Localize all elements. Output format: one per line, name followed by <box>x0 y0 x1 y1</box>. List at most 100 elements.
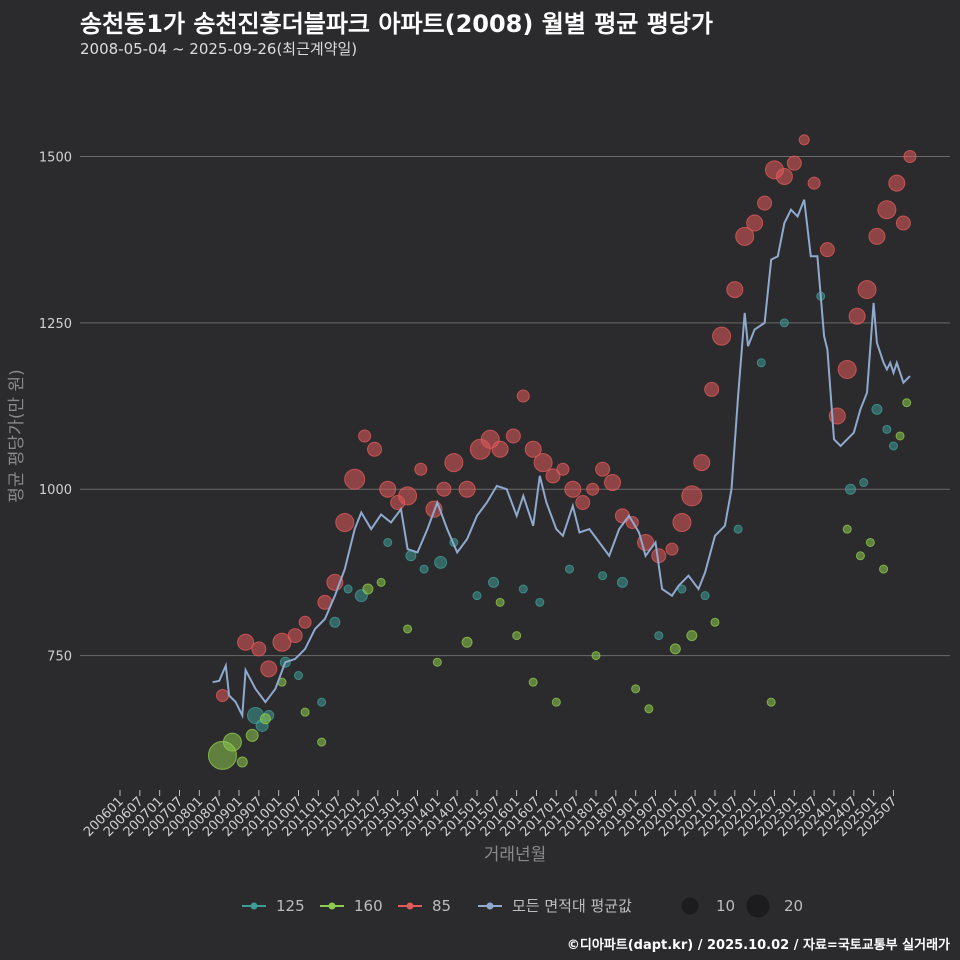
point-160 <box>376 577 386 587</box>
legend-label-85: 85 <box>432 897 451 915</box>
point-160 <box>362 583 374 595</box>
point-160 <box>300 707 310 717</box>
point-85 <box>837 359 857 379</box>
point-85 <box>586 482 600 496</box>
point-85 <box>857 280 877 300</box>
average-line <box>212 199 911 720</box>
point-85 <box>251 641 267 657</box>
point-85 <box>358 429 372 443</box>
point-125 <box>882 424 892 434</box>
point-160 <box>669 643 681 655</box>
legend-dot-125 <box>250 902 258 910</box>
point-125 <box>293 671 303 681</box>
page-title: 송천동1가 송천진흥더블파크 아파트(2008) 월별 평균 평당가 <box>80 10 713 38</box>
legend-size-circle <box>746 894 770 918</box>
point-85 <box>903 150 917 164</box>
point-160 <box>528 677 538 687</box>
point-125 <box>434 555 448 569</box>
point-85 <box>819 242 835 258</box>
point-85 <box>505 428 521 444</box>
legend-size-label: 10 <box>716 897 735 915</box>
point-85 <box>665 542 679 556</box>
y-tick-label: 1500 <box>39 151 72 166</box>
point-85 <box>379 480 397 498</box>
point-85 <box>398 486 418 506</box>
legend-dot-avg <box>486 902 494 910</box>
point-85 <box>298 615 312 629</box>
y-tick-label: 1250 <box>39 317 72 332</box>
point-125 <box>859 478 869 488</box>
point-125 <box>779 318 789 328</box>
point-125 <box>317 697 327 707</box>
x-axis-label: 거래년월 <box>484 845 547 865</box>
point-125 <box>888 441 898 451</box>
point-160 <box>245 728 259 742</box>
point-85 <box>414 462 428 476</box>
point-125 <box>700 591 710 601</box>
point-160 <box>222 732 242 752</box>
y-axis-label: 평균 평당가(만 원) <box>7 369 27 503</box>
point-85 <box>895 215 911 231</box>
point-125 <box>343 584 353 594</box>
point-160 <box>259 713 271 725</box>
legend-label-160: 160 <box>354 897 383 915</box>
point-125 <box>535 597 545 607</box>
point-125 <box>565 564 575 574</box>
point-160 <box>895 431 905 441</box>
point-85 <box>798 134 810 146</box>
point-160 <box>766 697 776 707</box>
y-axis-ticks: 750 1000 1250 1500 <box>39 151 72 665</box>
point-85 <box>444 453 464 473</box>
point-85 <box>516 389 530 403</box>
point-85 <box>757 195 773 211</box>
point-85 <box>888 174 906 192</box>
point-85 <box>726 281 744 299</box>
point-85 <box>344 468 366 490</box>
point-85 <box>704 381 720 397</box>
point-85 <box>775 167 793 185</box>
point-125 <box>871 403 883 415</box>
point-160 <box>403 624 413 634</box>
point-160 <box>631 684 641 694</box>
point-85 <box>564 480 582 498</box>
point-125 <box>654 631 664 641</box>
point-85 <box>260 660 278 678</box>
point-85 <box>604 474 622 492</box>
y-tick-label: 750 <box>47 650 72 665</box>
point-160 <box>591 651 601 661</box>
point-85 <box>545 468 561 484</box>
point-85 <box>595 461 611 477</box>
point-85 <box>458 480 476 498</box>
point-85 <box>436 481 452 497</box>
legend-dot-85 <box>406 902 414 910</box>
point-160 <box>710 617 720 627</box>
point-160 <box>644 704 654 714</box>
legend-dot-160 <box>328 902 336 910</box>
point-125 <box>419 564 429 574</box>
point-160 <box>512 631 522 641</box>
legend-size-label: 20 <box>784 897 803 915</box>
point-125 <box>733 524 743 534</box>
point-85 <box>672 512 692 532</box>
point-85 <box>367 441 383 457</box>
point-125 <box>518 584 528 594</box>
point-85 <box>287 628 303 644</box>
point-160 <box>317 737 327 747</box>
point-160 <box>902 398 912 408</box>
average-line-layer <box>212 199 911 720</box>
x-axis-ticks: 2006012006072007012007072008012008072009… <box>81 790 900 840</box>
point-125 <box>845 483 857 495</box>
point-125 <box>677 584 687 594</box>
point-85 <box>215 688 229 702</box>
point-85 <box>575 495 591 511</box>
point-125 <box>329 616 341 628</box>
point-125 <box>488 576 500 588</box>
point-160 <box>432 657 442 667</box>
point-85 <box>848 307 866 325</box>
point-125 <box>598 571 608 581</box>
point-85 <box>533 453 553 473</box>
point-125 <box>616 576 628 588</box>
data-points <box>207 134 917 770</box>
